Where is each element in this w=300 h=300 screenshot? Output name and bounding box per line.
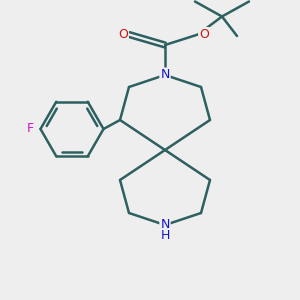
Text: H: H xyxy=(160,229,170,242)
Text: N: N xyxy=(160,68,170,82)
Text: O: O xyxy=(199,28,209,41)
Text: N: N xyxy=(160,218,170,232)
Text: O: O xyxy=(118,28,128,41)
Text: F: F xyxy=(26,122,34,136)
